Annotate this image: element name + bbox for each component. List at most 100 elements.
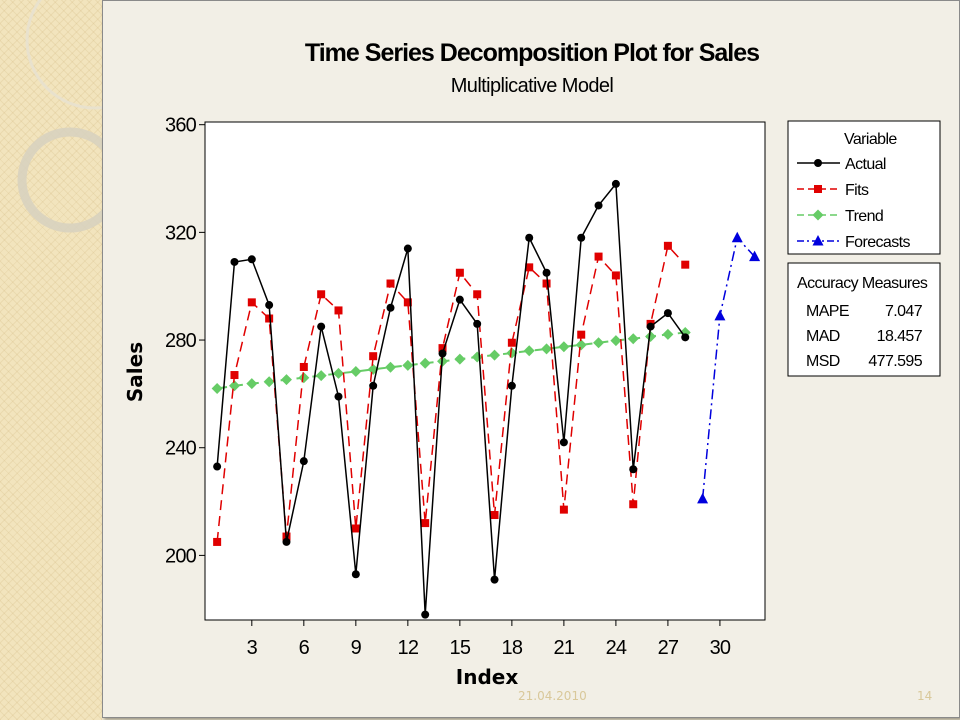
data-point-fits <box>525 263 534 272</box>
data-point-actual <box>386 303 395 312</box>
y-axis: 200 240 280 320 360 <box>165 115 205 567</box>
data-point-actual <box>317 322 326 331</box>
data-point-trend <box>506 347 518 359</box>
data-point-trend <box>228 380 240 392</box>
accuracy-label-mape: MAPE <box>806 303 849 320</box>
data-point-fits <box>213 537 222 546</box>
data-point-actual <box>473 319 482 328</box>
y-tick-label: 320 <box>165 222 197 244</box>
data-point-trend <box>402 359 414 371</box>
data-point-actual <box>681 333 690 342</box>
plot-area <box>204 121 766 621</box>
data-point-fits <box>542 279 551 288</box>
data-point-trend <box>246 378 258 390</box>
data-point-actual <box>629 465 638 474</box>
data-point-actual <box>646 322 655 331</box>
data-point-fits <box>265 314 274 323</box>
y-tick-label: 360 <box>165 115 197 137</box>
data-point-fits <box>507 338 516 347</box>
footer-date: 21.04.2010 <box>518 689 587 703</box>
data-point-trend <box>645 331 657 343</box>
x-tick-label: 12 <box>398 637 419 659</box>
data-point-trend <box>523 345 535 357</box>
y-tick-label: 280 <box>165 330 197 352</box>
footer-page-number: 14 <box>917 689 933 703</box>
data-point-actual <box>265 301 274 310</box>
data-point-fits <box>611 271 620 280</box>
data-point-fits <box>403 298 412 307</box>
data-point-actual <box>455 295 464 304</box>
data-point-actual <box>230 257 239 266</box>
data-point-trend <box>627 333 639 345</box>
data-point-actual <box>507 381 516 390</box>
data-point-actual <box>403 244 412 253</box>
x-axis: 3 6 9 12 15 18 21 24 27 30 <box>247 620 732 659</box>
series-layer <box>211 179 761 619</box>
data-point-actual <box>438 349 447 358</box>
data-point-actual <box>351 570 360 579</box>
legend-marker-fits <box>814 185 822 193</box>
data-point-trend <box>419 357 431 369</box>
data-point-fits <box>663 241 672 250</box>
data-point-trend <box>541 343 553 355</box>
legend-label-fits: Fits <box>845 182 869 199</box>
data-point-actual <box>247 255 256 264</box>
data-point-actual <box>559 438 568 447</box>
legend-label-trend: Trend <box>845 208 883 225</box>
chart-title: Time Series Decomposition Plot for Sales <box>305 39 759 67</box>
accuracy-title: Accuracy Measures <box>797 275 928 292</box>
chart-subtitle: Multiplicative Model <box>451 75 614 97</box>
legend: Variable Actual Fits Trend Forecasts <box>787 120 941 255</box>
data-point-actual <box>542 268 551 277</box>
data-point-actual <box>663 309 672 318</box>
accuracy-measures-box: Accuracy Measures MAPE 7.047 MAD 18.457 … <box>787 262 941 377</box>
x-tick-label: 27 <box>658 637 679 659</box>
data-point-trend <box>575 339 587 351</box>
x-tick-label: 30 <box>710 637 731 659</box>
data-point-actual <box>282 537 291 546</box>
data-point-trend <box>315 370 327 382</box>
data-point-trend <box>263 376 275 388</box>
data-point-forecasts <box>731 231 743 243</box>
data-point-actual <box>490 575 499 584</box>
data-point-fits <box>386 279 395 288</box>
x-axis-label: Index <box>456 665 519 689</box>
x-tick-label: 6 <box>299 637 310 659</box>
data-point-forecasts <box>749 250 761 262</box>
data-point-forecasts <box>697 492 709 504</box>
accuracy-label-mad: MAD <box>806 328 840 345</box>
decorative-rings <box>17 0 102 233</box>
data-point-fits <box>559 505 568 514</box>
legend-marker-forecasts <box>812 235 824 246</box>
data-point-trend <box>350 366 362 378</box>
data-point-trend <box>280 374 292 386</box>
data-point-fits <box>490 511 499 520</box>
legend-items: Actual Fits Trend Forecasts <box>797 156 911 251</box>
x-tick-label: 9 <box>351 637 362 659</box>
accuracy-value-mape: 7.047 <box>885 303 923 320</box>
data-point-trend <box>211 382 223 394</box>
accuracy-value-msd: 477.595 <box>868 353 922 370</box>
y-axis-label: Sales <box>123 342 147 402</box>
data-point-trend <box>593 337 605 349</box>
x-tick-label: 3 <box>247 637 258 659</box>
data-point-actual <box>369 381 378 390</box>
accuracy-value-mad: 18.457 <box>877 328 923 345</box>
accuracy-label-msd: MSD <box>806 353 840 370</box>
data-point-trend <box>662 328 674 340</box>
data-point-actual <box>213 462 222 471</box>
y-tick-label: 240 <box>165 438 197 460</box>
x-tick-label: 15 <box>450 637 471 659</box>
data-point-actual <box>299 457 308 466</box>
data-point-trend <box>385 361 397 373</box>
data-point-fits <box>473 290 482 299</box>
data-point-fits <box>351 524 360 533</box>
data-point-fits <box>681 260 690 269</box>
legend-label-actual: Actual <box>845 156 886 173</box>
data-point-actual <box>525 233 534 242</box>
data-point-fits <box>299 362 308 371</box>
x-tick-label: 21 <box>554 637 575 659</box>
legend-label-forecasts: Forecasts <box>845 234 910 251</box>
data-point-fits <box>629 500 638 509</box>
